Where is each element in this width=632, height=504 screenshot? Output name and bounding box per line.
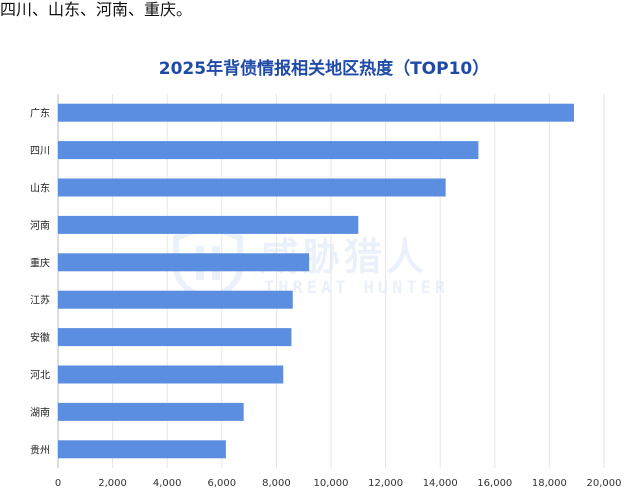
y-category-label: 江苏: [30, 294, 50, 307]
bar: [58, 178, 446, 197]
intro-text: 四川、山东、河南、重庆。: [0, 0, 193, 19]
x-tick-label: 14,000: [423, 478, 458, 489]
y-category-label: 重庆: [30, 256, 50, 269]
y-category-label: 安徽: [30, 331, 50, 344]
x-tick-label: 10,000: [314, 478, 349, 489]
x-tick-label: 16,000: [477, 478, 512, 489]
y-category-label: 河南: [30, 219, 50, 232]
bar: [58, 141, 479, 160]
x-tick-label: 18,000: [532, 478, 567, 489]
bar: [58, 402, 244, 421]
x-tick-label: 8,000: [262, 478, 291, 489]
bar: [58, 103, 574, 122]
bar: [58, 365, 284, 384]
bar: [58, 328, 292, 347]
y-category-label: 湖南: [30, 406, 50, 419]
y-category-label: 广东: [30, 107, 50, 120]
y-category-label: 贵州: [30, 443, 50, 456]
watermark-en: THREAT HUNTER: [264, 278, 450, 298]
x-tick-label: 4,000: [153, 478, 182, 489]
x-tick-label: 2,000: [98, 478, 127, 489]
bar: [58, 215, 359, 234]
y-category-label: 河北: [30, 370, 50, 382]
x-tick-label: 12,000: [368, 478, 403, 489]
bar: [58, 290, 293, 309]
x-tick-label: 0: [55, 478, 61, 489]
bar: [58, 253, 310, 272]
bar: [58, 440, 226, 459]
x-tick-label: 20,000: [587, 478, 622, 489]
x-tick-label: 6,000: [207, 478, 236, 489]
chart-title: 2025年背债情报相关地区热度（TOP10）: [159, 58, 489, 79]
y-category-label: 四川: [30, 146, 50, 157]
y-category-label: 山东: [30, 182, 50, 195]
